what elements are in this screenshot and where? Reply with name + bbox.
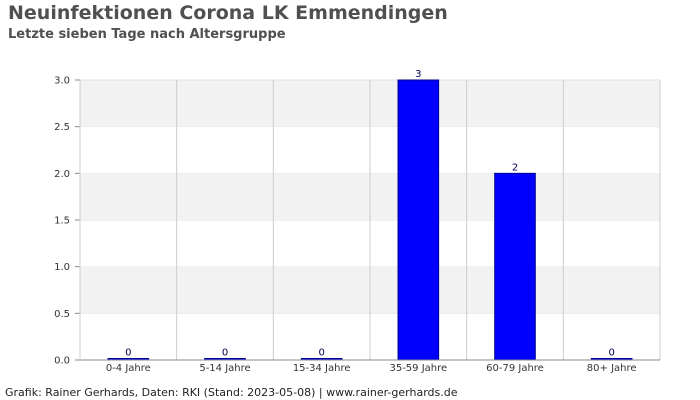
bar-60-79-jahre xyxy=(494,172,536,361)
x-tick-label: 15-34 Jahre xyxy=(293,363,351,374)
x-tick-label: 0-4 Jahre xyxy=(106,363,151,374)
y-tick-label: 2.0 xyxy=(54,169,70,180)
data-labels: 0 0 0 3 2 0 xyxy=(125,69,615,359)
data-label: 3 xyxy=(415,69,421,80)
y-tick-label: 3.0 xyxy=(54,76,70,87)
x-tick-label: 35-59 Jahre xyxy=(389,363,447,374)
data-label: 0 xyxy=(318,348,324,359)
x-tick-label: 5-14 Jahre xyxy=(199,363,250,374)
data-label: 0 xyxy=(222,348,228,359)
y-tick-label: 1.0 xyxy=(54,262,70,273)
y-tick-label: 1.5 xyxy=(54,216,70,227)
y-tick-labels: 0.0 0.5 1.0 1.5 2.0 2.5 3.0 xyxy=(54,76,80,367)
chart-title: Neuinfektionen Corona LK Emmendingen xyxy=(8,2,448,24)
data-label: 2 xyxy=(512,162,518,173)
y-tick-label: 0.5 xyxy=(54,309,70,320)
bars xyxy=(107,79,633,361)
vertical-gridlines xyxy=(176,80,661,360)
x-tick-label: 80+ Jahre xyxy=(587,363,637,374)
x-category-labels: 0-4 Jahre 5-14 Jahre 15-34 Jahre 35-59 Jahr… xyxy=(106,363,637,374)
y-tick-label: 2.5 xyxy=(54,122,70,133)
data-label: 0 xyxy=(125,348,131,359)
data-label: 0 xyxy=(608,348,614,359)
y-tick-label: 0.0 xyxy=(54,356,70,367)
source-footer: Grafik: Rainer Gerhards, Daten: RKI (Sta… xyxy=(5,386,458,399)
chart-subtitle: Letzte sieben Tage nach Altersgruppe xyxy=(8,27,286,42)
bar-35-59-jahre xyxy=(397,79,440,361)
x-tick-label: 60-79 Jahre xyxy=(486,363,544,374)
